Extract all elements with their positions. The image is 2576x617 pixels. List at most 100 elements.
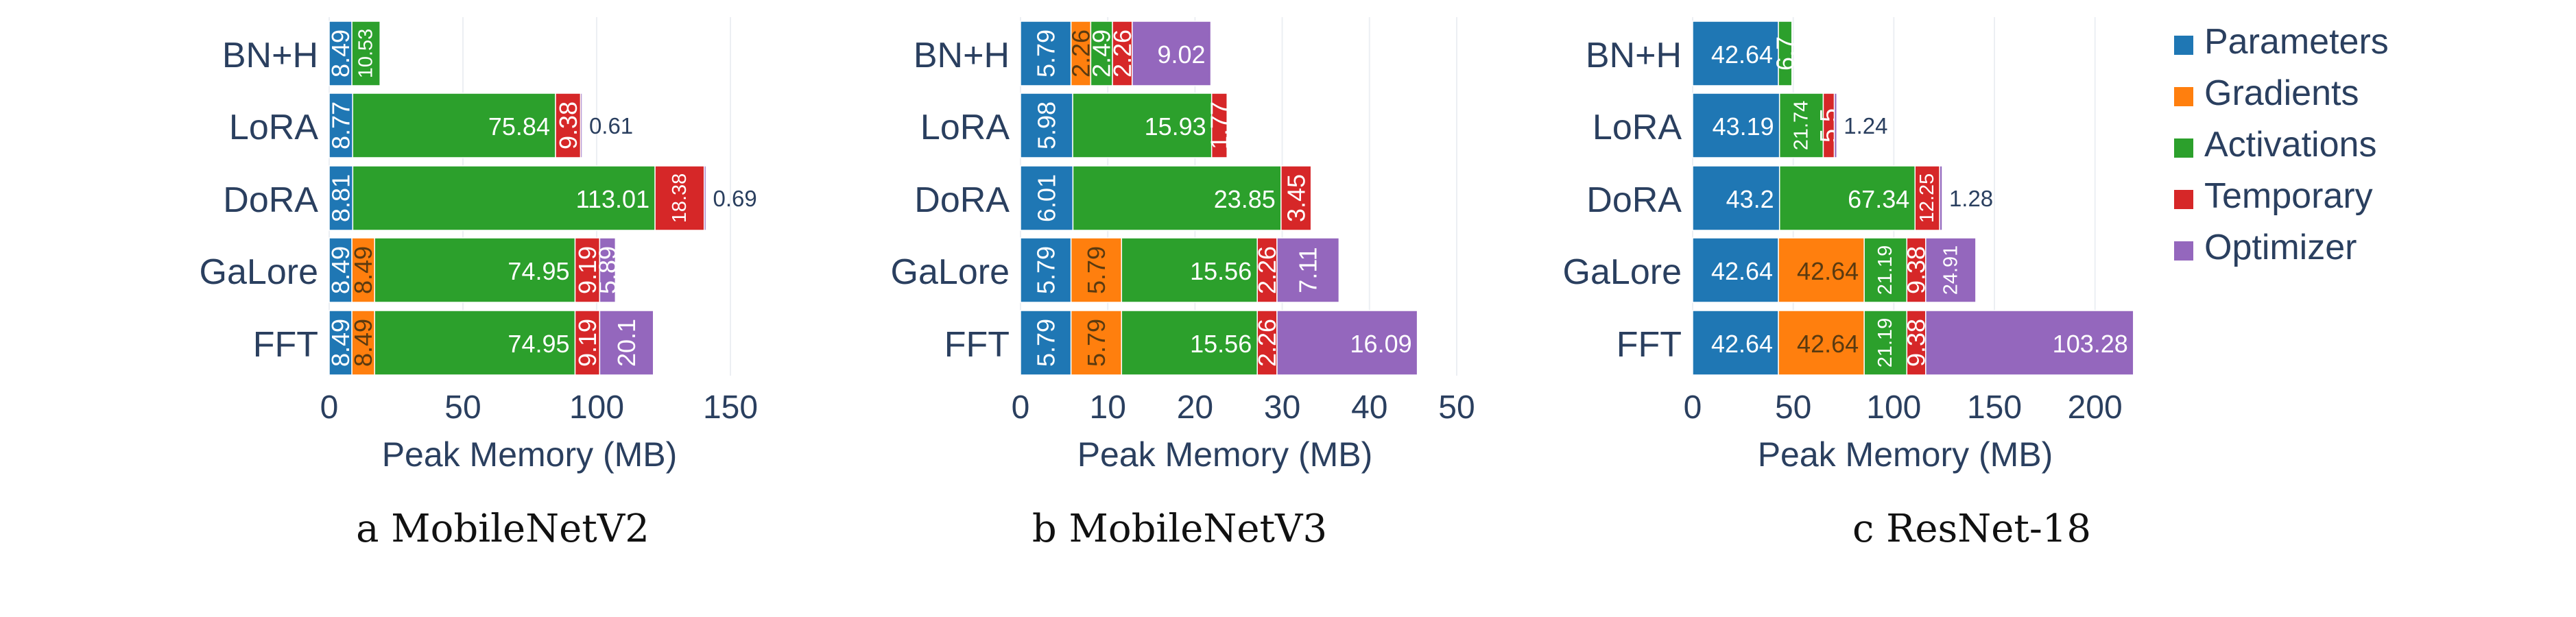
bar-segment-optimizer	[599, 310, 654, 376]
x-tick-label: 100	[569, 389, 624, 426]
bar-segment-optimizer	[1276, 237, 1340, 303]
x-tick-label: 100	[1866, 389, 1921, 426]
data-label: 74.95	[508, 257, 569, 285]
bar-segment-temporary	[1211, 93, 1228, 158]
bar-segment-optimizer	[599, 237, 617, 303]
data-label: 74.95	[508, 330, 569, 358]
data-label: 18.38	[669, 173, 691, 223]
data-label: 0.61	[589, 113, 633, 138]
legend-item-label: Temporary	[2204, 176, 2373, 216]
data-label: 43.19	[1713, 112, 1774, 141]
data-label: 5.79	[1031, 246, 1060, 294]
data-label: 5.5	[1815, 108, 1843, 143]
data-label: 42.64	[1797, 257, 1859, 285]
bar-segment-parameters	[1020, 237, 1072, 303]
bar-segment-activations	[352, 93, 556, 158]
legend-item-label: Parameters	[2204, 22, 2389, 62]
category-label: FFT	[1617, 325, 1682, 365]
bar-segment-parameters	[1020, 21, 1072, 86]
legend-swatch	[2174, 87, 2193, 106]
data-label: 42.64	[1711, 330, 1773, 358]
data-label: 5.98	[1033, 101, 1061, 149]
data-label: 8.49	[326, 29, 355, 77]
data-label: 15.56	[1190, 257, 1252, 285]
data-label: 43.2	[1726, 185, 1774, 213]
bar-segment-temporary	[1112, 21, 1133, 86]
data-label: 67.34	[1848, 185, 1909, 213]
data-label: 6.01	[1033, 174, 1061, 222]
bar-segment-temporary	[1280, 165, 1312, 231]
data-label: 23.85	[1214, 185, 1276, 213]
legend-item-label: Gradients	[2204, 73, 2359, 113]
bar-segment-activations	[1778, 21, 1793, 86]
data-label: 42.64	[1711, 40, 1773, 69]
data-label: 15.56	[1190, 330, 1252, 358]
bar-segment-optimizer	[1925, 310, 2134, 376]
x-tick-label: 40	[1351, 389, 1387, 426]
data-label: 7.11	[1294, 247, 1322, 293]
category-label: DoRA	[1586, 180, 1682, 220]
data-label: 5.79	[1082, 246, 1110, 294]
category-label: GaLore	[891, 252, 1010, 292]
data-label: 5.79	[1031, 29, 1060, 77]
bar-segment-parameters	[1692, 310, 1779, 376]
bar-segment-gradients	[1070, 310, 1123, 376]
category-label: FFT	[253, 325, 318, 365]
x-axis-title: Peak Memory (MB)	[382, 435, 678, 474]
category-label: LoRA	[1593, 108, 1682, 147]
data-label: 75.84	[488, 112, 550, 141]
panel-caption: c ResNet-18	[1852, 507, 2091, 551]
data-label: 5.79	[1031, 319, 1060, 367]
data-label: 6.7	[1771, 36, 1799, 71]
data-label: 1.77	[1205, 101, 1233, 149]
data-label: 10.53	[355, 29, 377, 78]
bar-segment-gradients	[351, 310, 375, 376]
bar-segment-activations	[1072, 93, 1213, 158]
data-label: 21.74	[1791, 101, 1813, 150]
data-label: 0.69	[713, 186, 756, 211]
bar-segment-parameters	[329, 93, 353, 158]
bar-segment-activations	[374, 237, 576, 303]
bar-segment-optimizer	[580, 93, 583, 158]
bar-segment-parameters	[1692, 93, 1780, 158]
data-label: 9.02	[1157, 40, 1205, 69]
category-label: BN+H	[914, 36, 1010, 75]
bar-segment-parameters	[1020, 165, 1074, 231]
category-label: BN+H	[222, 36, 318, 75]
category-label: LoRA	[920, 108, 1010, 147]
category-label: LoRA	[229, 108, 318, 147]
data-label: 15.93	[1145, 112, 1206, 141]
bar-segment-activations	[1863, 237, 1908, 303]
data-label: 16.09	[1350, 330, 1412, 358]
category-label: GaLore	[200, 252, 318, 292]
panel-caption: a MobileNetV2	[356, 507, 649, 551]
bar-segment-activations	[1863, 310, 1908, 376]
bar-segment-optimizer	[1833, 93, 1837, 158]
x-tick-label: 150	[1967, 389, 2022, 426]
legend-item-label: Optimizer	[2204, 228, 2357, 267]
bar-segment-temporary	[1256, 310, 1278, 376]
bar-segment-optimizer	[1925, 237, 1977, 303]
bar-segment-parameters	[1692, 21, 1779, 86]
x-tick-label: 10	[1090, 389, 1126, 426]
bar-segment-activations	[374, 310, 576, 376]
bar-segment-optimizer	[1276, 310, 1418, 376]
x-tick-label: 30	[1264, 389, 1300, 426]
data-label: 8.49	[349, 319, 377, 367]
bar-segment-parameters	[329, 21, 353, 86]
data-label: 12.25	[1916, 173, 1938, 223]
legend: Parameters Gradients Activations Temporary O…	[2174, 22, 2389, 267]
data-label: 42.64	[1711, 257, 1773, 285]
category-label: DoRA	[223, 180, 318, 220]
bar-segment-parameters	[1020, 93, 1073, 158]
data-label: 8.49	[326, 319, 355, 367]
legend-item-label: Activations	[2204, 125, 2376, 165]
bar-segment-temporary	[1906, 310, 1927, 376]
data-label: 21.19	[1874, 245, 1896, 295]
bar-segment-temporary	[1914, 165, 1940, 231]
data-label: 9.38	[554, 101, 582, 149]
bar-segment-parameters	[329, 165, 354, 231]
bar-segment-parameters	[329, 310, 353, 376]
